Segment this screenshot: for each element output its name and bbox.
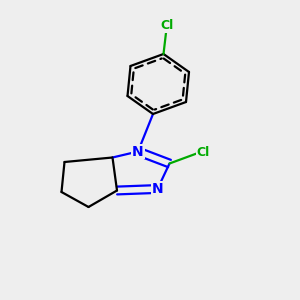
Text: N: N [132, 145, 144, 158]
Text: Cl: Cl [197, 146, 210, 160]
Text: N: N [152, 182, 163, 196]
Text: Cl: Cl [160, 19, 173, 32]
